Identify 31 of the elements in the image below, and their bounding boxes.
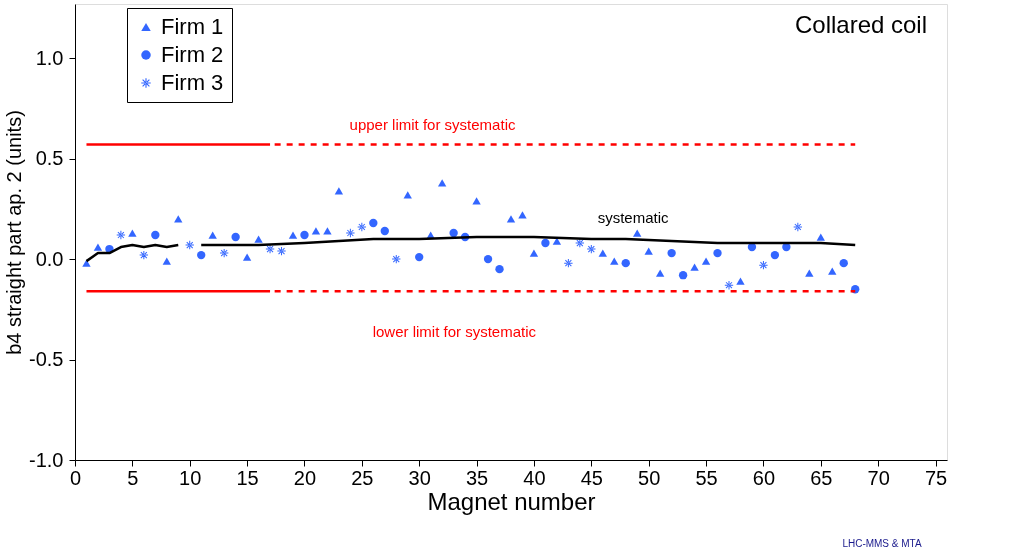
x-tick-label: 25 xyxy=(351,466,374,489)
x-tick-label: 40 xyxy=(523,466,546,489)
x-tick-label: 35 xyxy=(465,466,489,489)
y-tick-label: 0.0 xyxy=(35,247,64,270)
x-tick-label: 65 xyxy=(810,466,833,489)
x-tick-label: 75 xyxy=(924,466,948,489)
legend-label: Firm 2 xyxy=(161,42,224,67)
x-tick-label: 45 xyxy=(580,466,603,489)
y-tick-label: 0.5 xyxy=(35,147,64,170)
y-tick-label: -1.0 xyxy=(29,448,64,471)
legend-label: Firm 1 xyxy=(161,14,224,39)
y-tick-label: 1.0 xyxy=(35,46,64,69)
x-tick-label: 5 xyxy=(127,466,139,489)
x-tick-label: 10 xyxy=(179,466,202,489)
annotation: systematic xyxy=(597,209,669,226)
legend-label: Firm 3 xyxy=(161,70,224,95)
y-axis-title: b4 straight part ap. 2 (units) xyxy=(3,110,26,355)
x-axis-title: Magnet number xyxy=(427,487,596,515)
x-tick-label: 30 xyxy=(408,466,431,489)
annotation: upper limit for systematic xyxy=(349,116,516,133)
x-tick-label: 60 xyxy=(752,466,776,489)
chart-title: Collared coil xyxy=(794,11,928,38)
annotation: lower limit for systematic xyxy=(372,323,537,340)
x-tick-label: 20 xyxy=(293,466,317,489)
x-tick-label: 0 xyxy=(69,466,82,489)
x-tick-label: 50 xyxy=(638,466,661,489)
x-tick-label: 55 xyxy=(695,466,718,489)
x-tick-label: 15 xyxy=(236,466,259,489)
text: LHC-MMS & MTA xyxy=(842,538,922,549)
y-tick-label: -0.5 xyxy=(29,348,64,371)
x-tick-label: 70 xyxy=(867,466,890,489)
